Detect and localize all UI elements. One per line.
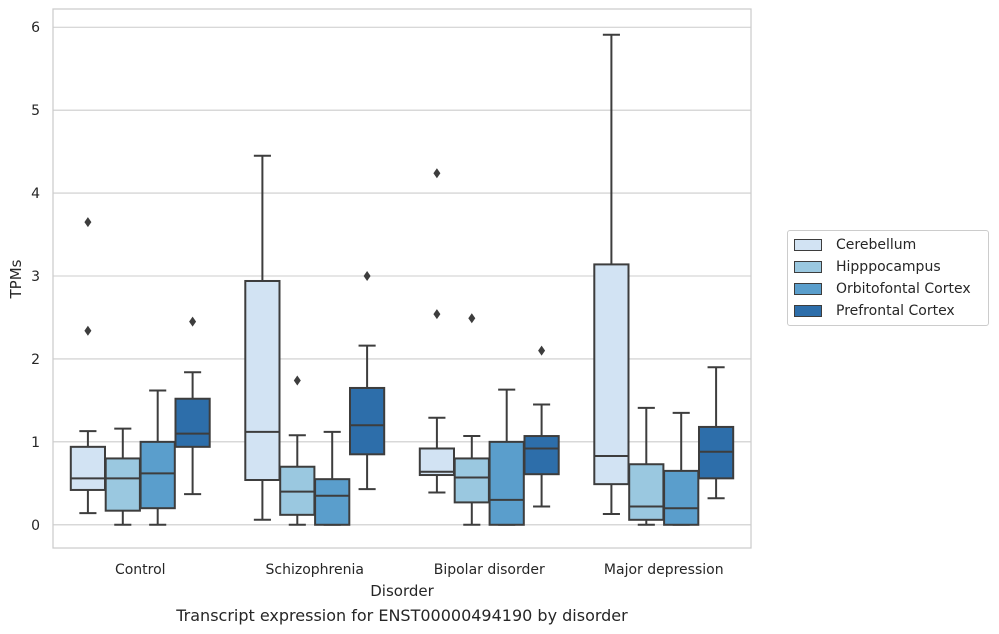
- box-cerebellum: [244, 154, 281, 521]
- box-prefrontal-cortex: [523, 345, 560, 508]
- outlier-point: [363, 271, 371, 282]
- y-tick-label: 4: [31, 186, 40, 202]
- box-hipppocampus: [279, 375, 316, 526]
- box-iqr: [69, 445, 107, 491]
- box-prefrontal-cortex: [174, 316, 211, 496]
- legend-item-hippocampus: Hipppocampus: [794, 258, 941, 276]
- box-iqr: [453, 457, 490, 504]
- x-tick-labels: Control Schizophrenia Bipolar disorder Majo…: [115, 562, 724, 578]
- plot-area-frame: [52, 8, 752, 549]
- outlier-point: [189, 316, 197, 327]
- y-tick-label: 0: [31, 518, 40, 534]
- box-iqr: [104, 457, 141, 512]
- y-tick-labels: 0 1 2 3 4 5 6: [31, 20, 40, 534]
- chart-caption: Transcript expression for ENST0000049419…: [176, 606, 628, 625]
- box-cerebellum: [69, 217, 107, 515]
- y-axis-label: TPMs: [7, 259, 25, 299]
- outlier-point: [468, 313, 476, 324]
- box-iqr: [139, 440, 176, 510]
- outlier-point: [84, 217, 92, 228]
- box-orbitofontal-cortex: [314, 430, 351, 526]
- y-tick-label: 6: [31, 20, 40, 36]
- outlier-point: [538, 345, 546, 356]
- legend-label-hippocampus: Hipppocampus: [836, 259, 941, 275]
- box-hipppocampus: [453, 313, 490, 526]
- box-orbitofontal-cortex: [139, 389, 176, 526]
- box-cerebellum: [593, 33, 630, 516]
- box-iqr: [314, 478, 351, 526]
- x-tick-label: Bipolar disorder: [434, 562, 545, 578]
- x-tick-label: Major depression: [604, 562, 724, 578]
- legend-label-cerebellum: Cerebellum: [836, 237, 917, 253]
- legend-item-cerebellum: Cerebellum: [794, 236, 916, 254]
- y-tick-label: 1: [31, 435, 40, 451]
- y-tick-label: 5: [31, 103, 40, 119]
- legend-label-prefrontal: Prefrontal Cortex: [836, 303, 955, 319]
- box-prefrontal-cortex: [348, 271, 386, 491]
- x-axis-label: Disorder: [370, 582, 434, 600]
- box-iqr: [593, 263, 630, 486]
- legend-swatch-hippocampus: [794, 261, 822, 273]
- box-iqr: [174, 397, 211, 448]
- outlier-point: [293, 375, 301, 386]
- legend-label-orbitofrontal: Orbitofontal Cortex: [836, 281, 971, 297]
- x-tick-label: Schizophrenia: [266, 562, 364, 578]
- legend-swatch-cerebellum: [794, 239, 822, 251]
- boxes-layer: [69, 33, 735, 526]
- outlier-point: [84, 325, 92, 336]
- box-cerebellum: [418, 168, 456, 494]
- y-tick-label: 3: [31, 269, 40, 285]
- legend-item-orbitofrontal: Orbitofontal Cortex: [794, 280, 971, 298]
- y-tick-label: 2: [31, 352, 40, 368]
- legend-swatch-orbitofrontal: [794, 283, 822, 295]
- outlier-point: [433, 168, 441, 179]
- box-hipppocampus: [628, 406, 665, 526]
- box-iqr: [488, 440, 525, 526]
- box-iqr: [348, 386, 386, 456]
- box-iqr: [523, 435, 560, 476]
- box-orbitofontal-cortex: [663, 411, 700, 526]
- legend-item-prefrontal: Prefrontal Cortex: [794, 302, 955, 320]
- outlier-point: [433, 309, 441, 320]
- box-iqr: [663, 469, 700, 526]
- box-prefrontal-cortex: [697, 366, 735, 500]
- legend: Cerebellum Hipppocampus Orbitofontal Cor…: [787, 230, 989, 326]
- box-iqr: [628, 463, 665, 521]
- box-hipppocampus: [104, 427, 141, 526]
- box-orbitofontal-cortex: [488, 388, 525, 526]
- x-tick-label: Control: [115, 562, 166, 578]
- legend-swatch-prefrontal: [794, 305, 822, 317]
- box-iqr: [244, 279, 281, 482]
